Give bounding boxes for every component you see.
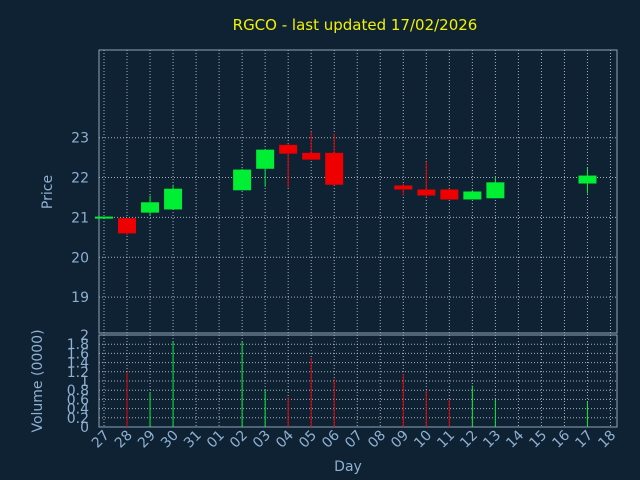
- day-tick-label: 28: [112, 428, 136, 452]
- day-axis-ticks: 27 28 29 30 31 01 02 03 04 05 06 07 08 09 10 11 12 13 14 15…: [89, 427, 619, 451]
- price-axis-ticks: 19 20 21 22 23: [71, 131, 89, 306]
- candle-body-04: [279, 144, 298, 154]
- candle-body-12: [463, 191, 482, 200]
- volume-gridlines: [99, 334, 617, 428]
- volume-tick-label: 0.8: [67, 383, 89, 399]
- candle-body-29: [141, 202, 160, 213]
- volume-tick-label: 1: [80, 374, 89, 390]
- day-tick-label: 17: [572, 428, 596, 452]
- candle-body-03: [256, 149, 275, 169]
- day-tick-label: 05: [296, 428, 320, 452]
- price-axis-label: Price: [40, 175, 56, 209]
- day-tick-label: 16: [549, 427, 573, 451]
- day-tick-label: 30: [158, 428, 182, 452]
- day-tick-label: 09: [388, 428, 412, 452]
- volume-tick-label: 1.8: [67, 337, 89, 353]
- volume-bars: [126, 341, 588, 427]
- day-tick-label: 29: [135, 428, 159, 452]
- candle-body-05: [302, 152, 321, 160]
- volume-tick-label: 2: [80, 328, 89, 344]
- price-tick-label: 22: [71, 171, 89, 187]
- day-tick-label: 01: [204, 428, 228, 452]
- day-tick-label: 02: [227, 428, 251, 452]
- volume-axis-ticks: 00.20.40.60.811.21.41.61.82: [67, 328, 89, 436]
- volume-tick-label: 0.4: [67, 402, 89, 418]
- volume-tick-label: 1.2: [67, 365, 89, 381]
- day-tick-label: 12: [457, 428, 481, 452]
- candle-body-06: [325, 152, 344, 185]
- volume-tick-label: 1.4: [67, 356, 89, 372]
- price-tick-label: 21: [71, 210, 89, 226]
- day-tick-label: 06: [319, 427, 343, 451]
- volume-tick-label: 0.6: [67, 392, 89, 408]
- day-tick-label: 18: [595, 428, 619, 452]
- day-tick-label: 15: [526, 428, 550, 452]
- price-tick-label: 23: [71, 131, 89, 147]
- candle-body-13: [486, 182, 505, 199]
- day-tick-label: 11: [434, 428, 458, 452]
- candle-body-09: [394, 185, 413, 190]
- candle-body-17: [578, 175, 597, 184]
- day-tick-label: 14: [503, 427, 527, 451]
- price-tick-label: 20: [71, 250, 89, 266]
- day-tick-label: 31: [181, 428, 205, 452]
- candle-body-10: [417, 189, 436, 196]
- volume-tick-label: 1.6: [67, 346, 89, 362]
- day-tick-label: 03: [250, 428, 274, 452]
- candle-body-27: [95, 216, 113, 219]
- candle-body-11: [440, 189, 459, 200]
- day-tick-label: 04: [273, 427, 297, 451]
- candle-body-02: [233, 169, 252, 191]
- x-axis-label: Day: [334, 459, 362, 475]
- volume-tick-label: 0: [80, 420, 89, 436]
- day-tick-label: 10: [411, 428, 435, 452]
- day-tick-label: 27: [89, 428, 113, 452]
- candles: [95, 131, 597, 236]
- volume-axis-label: Volume (0000): [30, 329, 46, 432]
- day-tick-label: 08: [365, 428, 389, 452]
- day-tick-label: 13: [480, 428, 504, 452]
- volume-tick-label: 0.2: [67, 411, 89, 427]
- volume-panel-frame: [98, 334, 618, 428]
- candle-body-28: [118, 218, 137, 234]
- price-tick-label: 19: [71, 290, 89, 306]
- day-tick-label: 07: [342, 428, 366, 452]
- price-panel-frame: [98, 49, 618, 334]
- candle-body-30: [164, 188, 183, 210]
- chart-title: RGCO - last updated 17/02/2026: [233, 16, 478, 34]
